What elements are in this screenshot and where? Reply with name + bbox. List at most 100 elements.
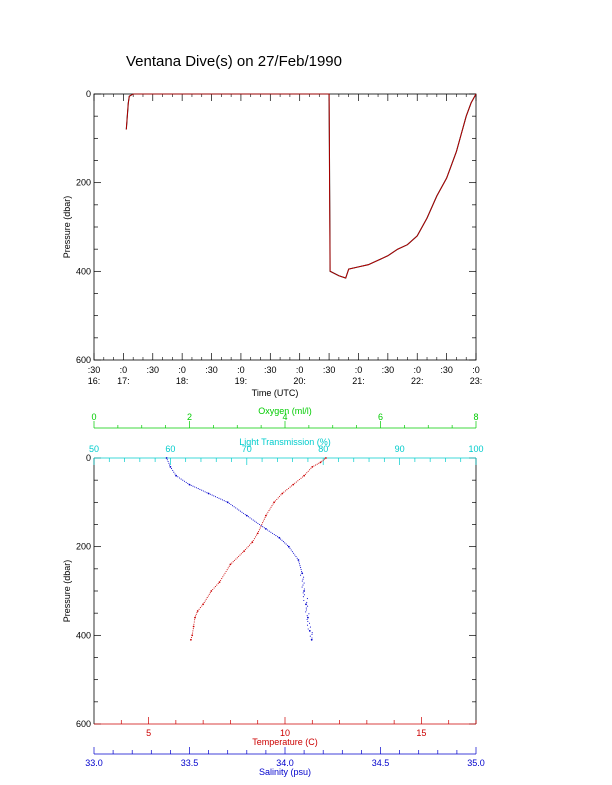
x-tick-label: :30 (440, 365, 453, 375)
temperature-trace-dot (206, 599, 207, 600)
temperature-point (230, 564, 232, 566)
temperature-trace-dot (235, 559, 236, 560)
salinity-trace-dot (306, 609, 307, 610)
temperature-trace-dot (209, 594, 210, 595)
salinity-point (298, 559, 300, 561)
salinity-trace-dot (304, 588, 305, 589)
temperature-trace-dot (245, 549, 246, 550)
temperature-trace-dot (271, 505, 272, 506)
salinity-trace-dot (256, 522, 257, 523)
temperature-trace-dot (224, 573, 225, 574)
temperature-point (320, 462, 322, 464)
temperature-trace-dot (199, 609, 200, 610)
temperature-point (243, 550, 245, 552)
temperature-tick-label: 15 (416, 728, 426, 738)
salinity-trace-dot (305, 611, 306, 612)
salinity-trace-dot (306, 602, 307, 603)
salinity-trace-dot (177, 476, 178, 477)
salinity-trace-dot (167, 459, 168, 460)
salinity-trace-dot (309, 623, 310, 624)
temperature-trace-dot (258, 531, 259, 532)
temperature-trace-dot (256, 535, 257, 536)
salinity-trace-dot (291, 549, 292, 550)
salinity-trace-dot (243, 513, 244, 514)
salinity-trace-dot (203, 490, 204, 491)
x-tick-label: :30 (264, 365, 277, 375)
temperature-trace-dot (233, 561, 234, 562)
salinity-trace-dot (238, 510, 239, 511)
salinity-trace-dot (302, 585, 303, 586)
salinity-tick-label: 33.0 (85, 758, 103, 768)
temperature-trace-dot (229, 566, 230, 567)
salinity-trace-dot (306, 608, 307, 609)
temperature-trace-dot (221, 578, 222, 579)
salinity-trace-dot (304, 594, 305, 595)
temperature-trace-dot (214, 587, 215, 588)
x-tick-label: :0 (237, 365, 245, 375)
salinity-trace-dot (210, 494, 211, 495)
temperature-trace-dot (237, 557, 238, 558)
temperature-trace-dot (260, 527, 261, 528)
salinity-point (301, 572, 303, 574)
transmission-tick-label: 90 (395, 444, 405, 454)
temperature-trace-dot (227, 569, 228, 570)
temperature-trace-dot (222, 576, 223, 577)
salinity-trace-dot (308, 628, 309, 629)
temperature-trace-dot (234, 560, 235, 561)
salinity-trace-dot (235, 507, 236, 508)
temperature-trace-dot (296, 482, 297, 483)
temperature-trace-dot (210, 592, 211, 593)
temperature-trace-dot (205, 600, 206, 601)
oxygen-tick-label: 6 (378, 412, 383, 422)
x-tick-label: :30 (147, 365, 160, 375)
temperature-trace-dot (248, 546, 249, 547)
temperature-trace-dot (263, 520, 264, 521)
temperature-axis-label: Temperature (C) (252, 737, 318, 747)
salinity-trace-dot (237, 508, 238, 509)
temperature-trace-dot (216, 585, 217, 586)
oxygen-tick-label: 8 (473, 412, 478, 422)
temperature-point (202, 603, 204, 605)
salinity-trace-dot (261, 525, 262, 526)
x-tick-label: :0 (413, 365, 421, 375)
temperature-trace-dot (306, 472, 307, 473)
salinity-trace-dot (302, 581, 303, 582)
salinity-trace-dot (298, 561, 299, 562)
temperature-trace-dot (308, 471, 309, 472)
temperature-point (193, 626, 195, 628)
temperature-trace-dot (228, 567, 229, 568)
temperature-trace-dot (310, 468, 311, 469)
temperature-trace-dot (238, 556, 239, 557)
salinity-trace-dot (301, 569, 302, 570)
temperature-point (251, 541, 253, 543)
transmission-axis-label: Light Transmission (%) (239, 437, 331, 447)
temperature-trace-dot (220, 580, 221, 581)
temperature-trace-dot (286, 489, 287, 490)
salinity-trace-dot (264, 527, 265, 528)
salinity-trace-dot (181, 479, 182, 480)
salinity-trace-dot (171, 468, 172, 469)
temperature-trace-dot (212, 589, 213, 590)
salinity-trace-dot (222, 499, 223, 500)
salinity-point (305, 603, 307, 605)
salinity-trace-dot (269, 531, 270, 532)
y-tick-label: 600 (76, 355, 91, 365)
x-axis-label: Time (UTC) (252, 388, 299, 398)
salinity-trace-dot (230, 504, 231, 505)
salinity-trace-dot (303, 592, 304, 593)
x-tick-label: :0 (355, 365, 363, 375)
salinity-trace-dot (283, 541, 284, 542)
salinity-point (208, 493, 210, 495)
temperature-trace-dot (192, 630, 193, 631)
temperature-trace-dot (266, 513, 267, 514)
temperature-trace-dot (241, 553, 242, 554)
salinity-trace-dot (206, 492, 207, 493)
salinity-trace-dot (201, 490, 202, 491)
salinity-trace-dot (217, 497, 218, 498)
temperature-trace-dot (253, 540, 254, 541)
dive-trace-shadow (126, 94, 476, 278)
temperature-trace-dot (239, 555, 240, 556)
temperature-trace-dot (223, 574, 224, 575)
salinity-trace-dot (241, 512, 242, 513)
